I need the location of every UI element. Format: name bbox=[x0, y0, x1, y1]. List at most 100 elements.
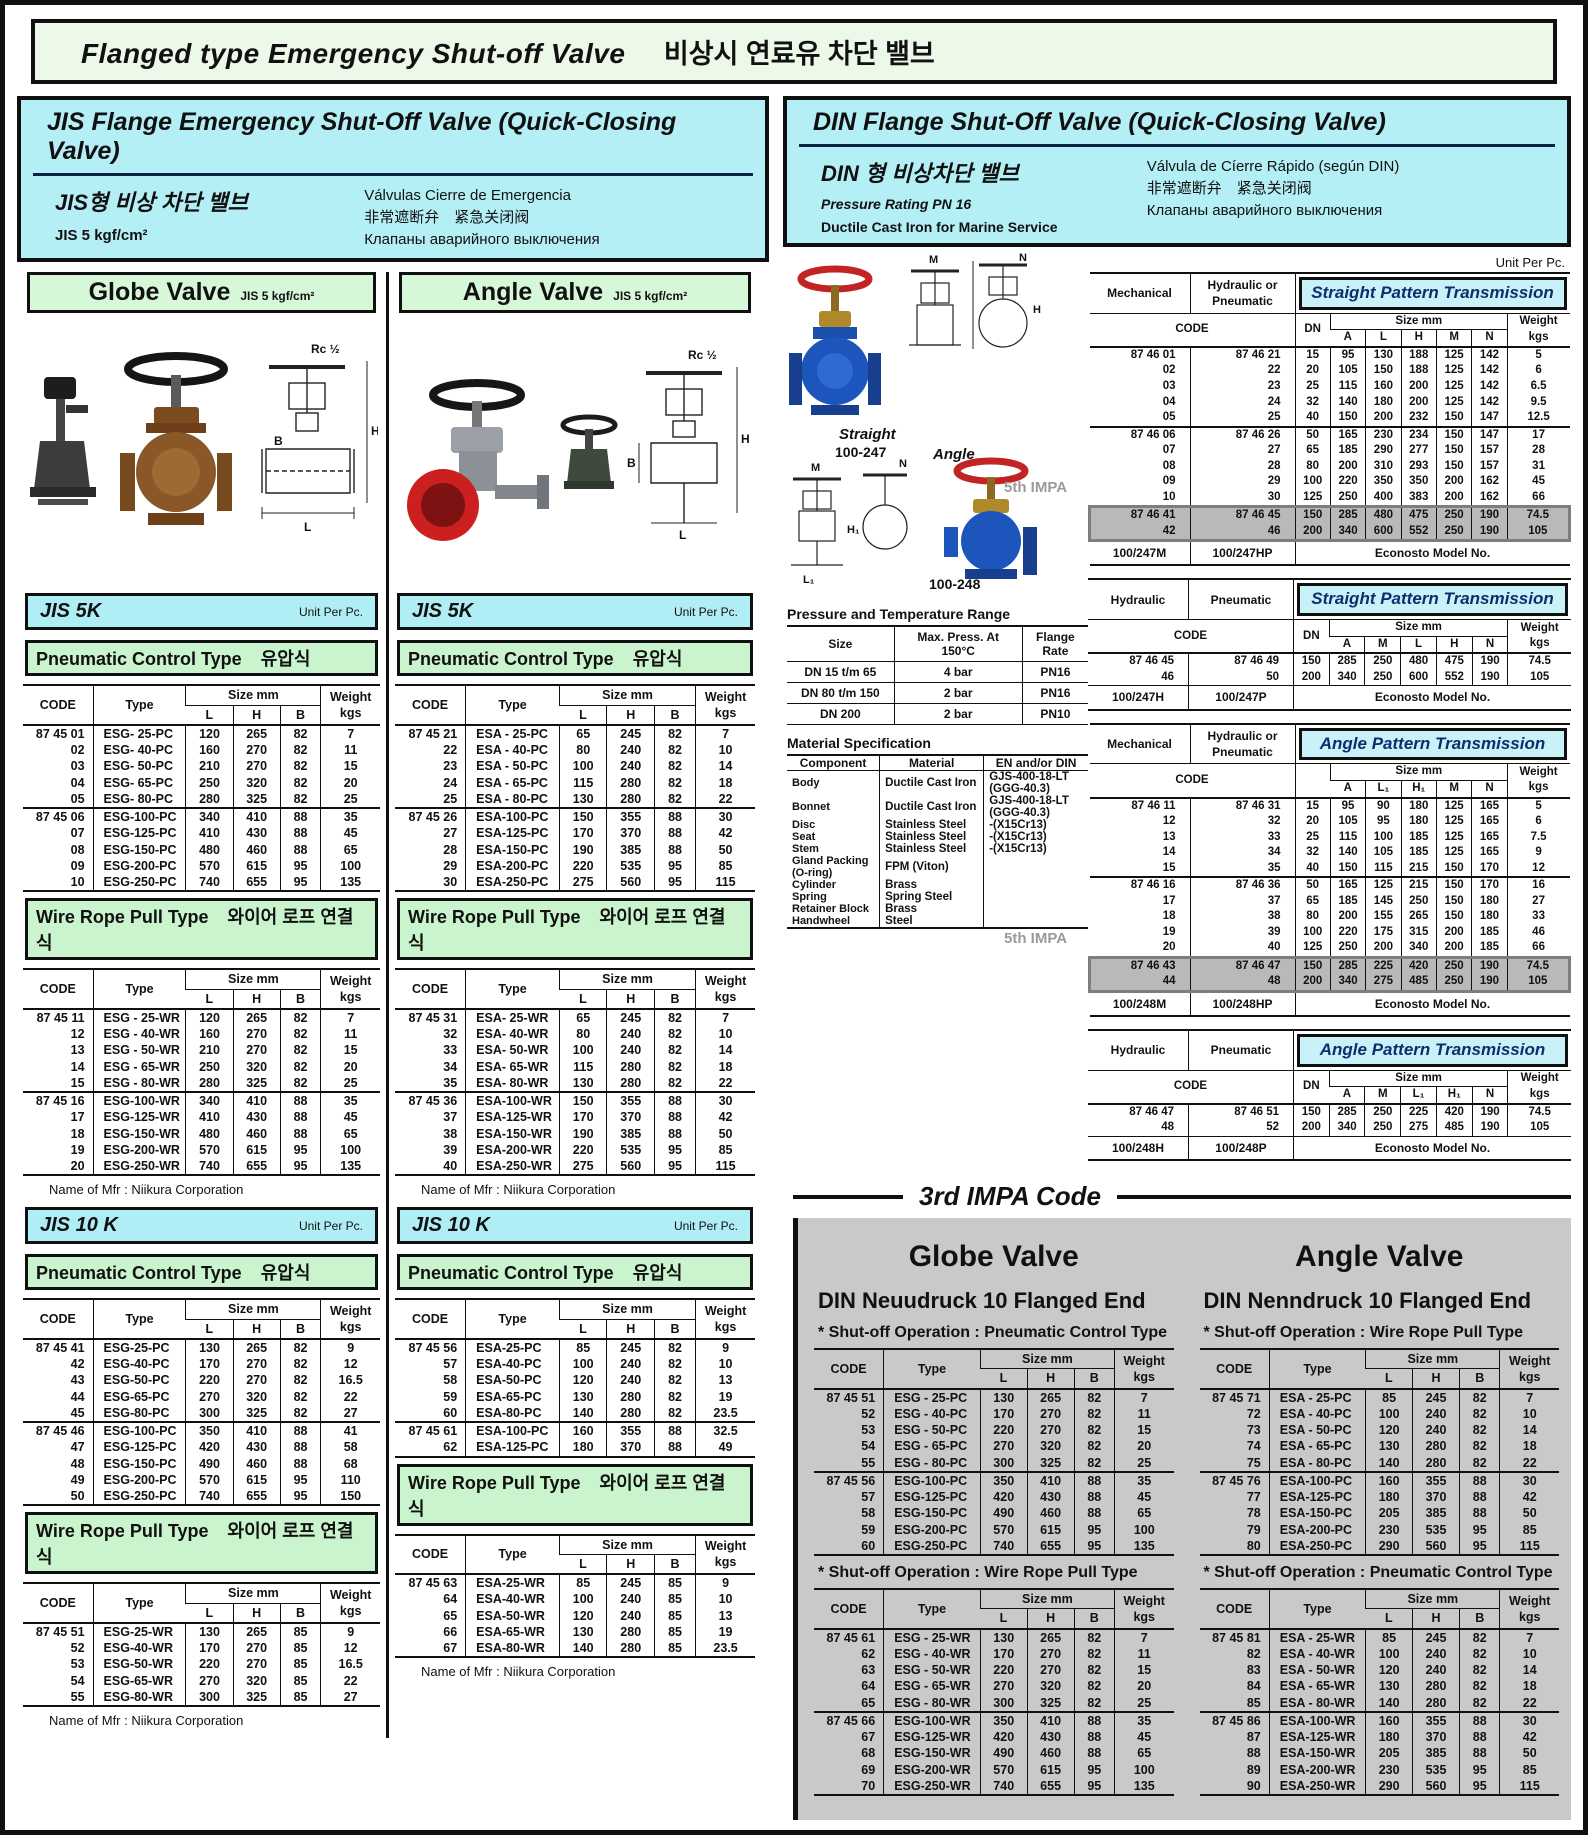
cell: 280 bbox=[606, 774, 655, 791]
cell: 95 bbox=[279, 1471, 321, 1488]
cell: 14 bbox=[1499, 1422, 1559, 1439]
cell: 200 bbox=[1329, 458, 1366, 475]
cell: 04 bbox=[1162, 395, 1176, 408]
cell: 4 bar bbox=[893, 661, 1023, 683]
model-code-1: 100/248M bbox=[1112, 996, 1167, 1011]
cell: 162 bbox=[1471, 489, 1508, 507]
cell: 280 bbox=[606, 1074, 655, 1092]
cell: 87 46 43 bbox=[1089, 957, 1190, 975]
cell: 87 45 71 bbox=[1212, 1390, 1261, 1405]
cell: 88 bbox=[1073, 1505, 1115, 1522]
cell: 135 bbox=[1113, 1777, 1174, 1796]
cell: ESG-150-WR bbox=[883, 1745, 981, 1762]
cell: ESA - 25-PC bbox=[1268, 1388, 1366, 1406]
cell: 88 bbox=[279, 806, 321, 826]
col-weight: Weight kgs bbox=[320, 969, 380, 1009]
dim-label-n: N bbox=[899, 458, 907, 470]
jis-subtitles: JIS형 비상 차단 밸브 JIS 5 kgf/cm² Válvulas Cie… bbox=[33, 176, 753, 250]
cell: 87 45 76 bbox=[1199, 1470, 1270, 1490]
col-l: L bbox=[1365, 329, 1402, 347]
cell: 150 bbox=[320, 1488, 380, 1506]
cell: 125 bbox=[1435, 363, 1472, 379]
cell: 460 bbox=[232, 841, 281, 858]
heading-en: Pneumatic Control Type bbox=[408, 1263, 614, 1284]
transmission-title: Straight Pattern Transmission bbox=[1298, 277, 1567, 310]
cell: 105 bbox=[1329, 814, 1366, 830]
cell: 87 45 21 bbox=[408, 726, 458, 741]
cell: 6.5 bbox=[1506, 379, 1570, 395]
cell: 350 bbox=[185, 1420, 234, 1440]
col-code: CODE bbox=[412, 697, 449, 712]
cell: 277 bbox=[1400, 443, 1437, 459]
cell: 04 bbox=[70, 775, 85, 790]
cell: 290 bbox=[1365, 1777, 1413, 1796]
cell: ESA-100-PC bbox=[1268, 1470, 1366, 1490]
cell: 230 bbox=[1365, 1521, 1413, 1538]
cell: 115 bbox=[695, 874, 755, 892]
cell: 100 bbox=[558, 1042, 607, 1059]
col-pneumatic: Pneumatic bbox=[1188, 579, 1294, 621]
cell: 82 bbox=[279, 1026, 321, 1043]
cell: 82 bbox=[279, 1404, 321, 1422]
table-row: Handwheel Steel bbox=[787, 915, 1088, 928]
cell: 44 bbox=[1089, 974, 1190, 992]
table-row: 85 ESA - 80-WR 140 280 82 22 bbox=[1200, 1694, 1559, 1712]
table-row: 87 45 46 ESG-100-PC 350 410 88 41 bbox=[23, 1420, 380, 1440]
cell: 147 bbox=[1471, 425, 1508, 444]
cell: 200 bbox=[1400, 379, 1437, 395]
cell: 15 bbox=[1113, 1662, 1174, 1679]
cell: 95 bbox=[279, 1158, 321, 1176]
cell: 82 bbox=[1458, 1422, 1500, 1439]
cell: 65 bbox=[1294, 893, 1331, 910]
cell: 100 bbox=[1113, 1761, 1174, 1778]
impa-globe-title: Globe Valve bbox=[908, 1240, 1079, 1274]
table-row: 87 46 41 87 46 45 150 285 480 475 250 190 74.5 bbox=[1089, 506, 1570, 524]
angle-jis10k-band: JIS 10 K Unit Per Pc. bbox=[397, 1207, 753, 1245]
col-code: CODE bbox=[1175, 323, 1209, 336]
table-row: Body Ductile Cast Iron GJS-400-18-LT (GGG-… bbox=[787, 770, 1088, 795]
cell: 80 bbox=[558, 1026, 607, 1043]
table-row: 74 ESA - 65-PC 130 280 82 18 bbox=[1200, 1438, 1559, 1455]
page-title-banner: Flanged type Emergency Shut-off Valve 비상… bbox=[31, 19, 1557, 84]
cell: 150 bbox=[1435, 893, 1472, 910]
table-row: 80 ESA-250-PC 290 560 95 115 bbox=[1200, 1537, 1559, 1556]
cell: ESA - 80-PC bbox=[465, 790, 560, 808]
cell: 32 bbox=[443, 1027, 458, 1041]
table-row: DN 15 t/m 65 4 bar PN16 bbox=[787, 661, 1088, 683]
cell: ESA-40-WR bbox=[465, 1591, 560, 1608]
col-hydraulic-pneumatic: Hydraulic or Pneumatic bbox=[1189, 723, 1295, 765]
cell: 100 bbox=[1365, 1645, 1413, 1663]
cell: 03 bbox=[1162, 380, 1176, 392]
cell: 63 bbox=[861, 1663, 876, 1678]
heading-en: Wire Rope Pull Type bbox=[36, 907, 209, 928]
cell: 87 45 86 bbox=[1199, 1710, 1270, 1730]
cell: ESA-125-PC bbox=[465, 1439, 560, 1457]
col-l: L bbox=[559, 704, 607, 725]
table-row: 20 ESG-250-WR 740 655 95 135 bbox=[23, 1158, 380, 1176]
cell: 48 bbox=[1161, 1121, 1174, 1134]
col-a: A bbox=[1330, 779, 1366, 798]
cell: 14 bbox=[695, 1042, 755, 1059]
cell: 7 bbox=[1499, 1388, 1559, 1406]
transmission-title: Straight Pattern Transmission bbox=[1297, 583, 1568, 617]
cell: 50 bbox=[1499, 1745, 1559, 1762]
cell: 53 bbox=[70, 1657, 85, 1672]
main-content: JIS Flange Emergency Shut-Off Valve (Qui… bbox=[17, 96, 1571, 1821]
table-row: 82 ESA - 40-WR 100 240 82 10 bbox=[1200, 1645, 1559, 1663]
cell: ESA-250-WR bbox=[465, 1158, 560, 1176]
cell: 165 bbox=[1471, 829, 1508, 846]
cell: 82 bbox=[653, 790, 696, 808]
cell: 30 bbox=[1499, 1710, 1559, 1730]
cell: 188 bbox=[1400, 346, 1437, 364]
cell: 245 bbox=[606, 1338, 655, 1356]
cell: ESG - 50-WR bbox=[92, 1042, 186, 1059]
cell: 185 bbox=[1329, 443, 1366, 459]
cell: 7 bbox=[320, 1008, 380, 1026]
cell: 265 bbox=[232, 724, 281, 742]
cell: 280 bbox=[606, 1388, 655, 1405]
cell: 32 bbox=[1189, 814, 1295, 830]
cell: 280 bbox=[606, 1058, 655, 1075]
cell: 240 bbox=[606, 758, 655, 775]
col-code: CODE bbox=[1216, 1601, 1253, 1616]
